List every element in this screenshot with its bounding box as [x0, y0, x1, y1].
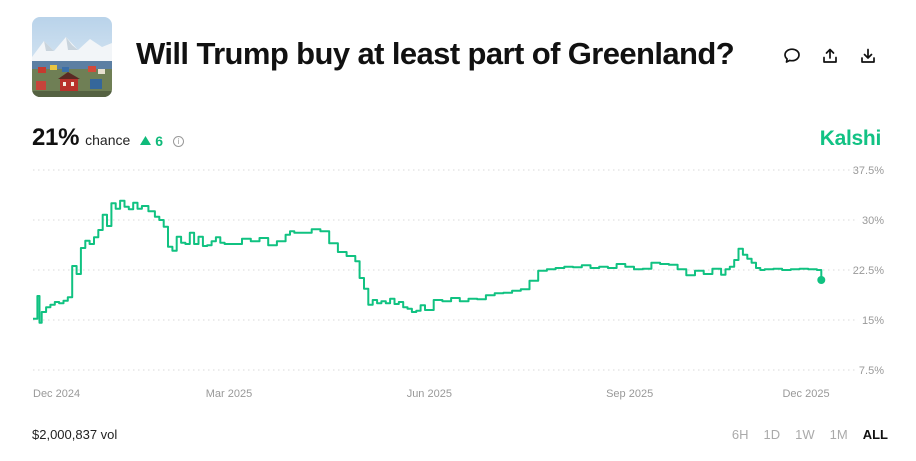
volume-label: $2,000,837 vol	[32, 427, 118, 442]
download-button[interactable]	[858, 46, 878, 66]
x-axis-labels: Dec 2024 Mar 2025 Jun 2025 Sep 2025 Dec 2025	[33, 388, 830, 400]
x-tick-label: Dec 2024	[33, 388, 80, 400]
y-tick-label: 15%	[862, 315, 884, 327]
range-button-1d[interactable]: 1D	[763, 427, 781, 442]
time-range-selector: 6H 1D 1W 1M ALL	[732, 427, 888, 442]
share-icon	[823, 48, 837, 63]
triangle-up-icon	[140, 136, 152, 145]
market-title: Will Trump buy at least part of Greenlan…	[136, 36, 735, 71]
download-icon	[861, 48, 875, 63]
series-end-point	[817, 276, 826, 284]
range-button-1m[interactable]: 1M	[829, 427, 848, 442]
y-tick-label: 37.5%	[853, 165, 884, 177]
market-image	[32, 17, 112, 97]
x-tick-label: Jun 2025	[407, 388, 452, 400]
y-axis-labels: 7.5% 15% 22.5% 30% 37.5%	[853, 165, 884, 377]
price-chart: 7.5% 15% 22.5% 30% 37.5% Dec 2024 Mar 2025 Jun…	[33, 165, 884, 400]
greenland-village-image	[32, 17, 112, 97]
series-line-yes	[33, 199, 823, 324]
x-tick-label: Mar 2025	[206, 388, 252, 400]
x-tick-label: Dec 2025	[782, 388, 829, 400]
share-button[interactable]	[820, 46, 840, 66]
range-button-all[interactable]: ALL	[862, 427, 888, 442]
chance-label: chance	[85, 132, 131, 148]
change-value: 6	[155, 132, 164, 149]
header-actions	[782, 46, 878, 66]
chart-grid	[33, 169, 855, 371]
comment-icon	[784, 48, 800, 63]
probability-value: 21%	[32, 124, 80, 151]
x-tick-label: Sep 2025	[606, 388, 653, 400]
probability-summary: 21% chance 6 i	[32, 124, 185, 152]
range-button-6h[interactable]: 6H	[731, 427, 749, 442]
range-button-1w[interactable]: 1W	[795, 427, 815, 442]
y-tick-label: 22.5%	[853, 265, 884, 277]
change-indicator: 6	[140, 133, 163, 149]
y-tick-label: 7.5%	[859, 365, 884, 377]
source-brand[interactable]: Kalshi	[819, 127, 882, 150]
y-tick-label: 30%	[862, 215, 884, 227]
info-icon[interactable]: i	[173, 136, 185, 147]
comment-button[interactable]	[782, 46, 802, 66]
